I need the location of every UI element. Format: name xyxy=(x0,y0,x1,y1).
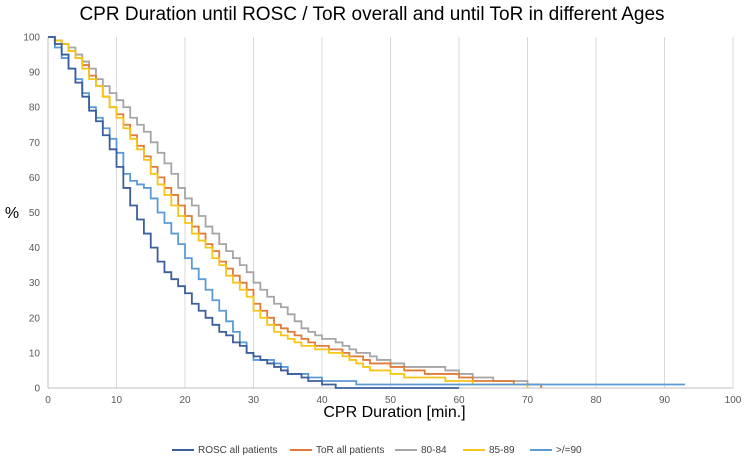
y-tick-label-60: 60 xyxy=(29,173,41,184)
x-tick-label-100: 100 xyxy=(725,395,742,406)
legend-label-4: >/=90 xyxy=(556,445,582,456)
series-line-0 xyxy=(48,36,459,389)
x-axis-title: CPR Duration [min.] xyxy=(323,404,465,421)
y-tick-label-80: 80 xyxy=(29,103,41,114)
y-tick-label-90: 90 xyxy=(29,68,41,79)
y-tick-label-70: 70 xyxy=(29,138,41,149)
y-tick-label-20: 20 xyxy=(29,313,41,324)
series-line-3 xyxy=(48,36,529,388)
legend-layer: ROSC all patients ToR all patients 80-84 85… xyxy=(172,445,582,456)
y-tick-label-50: 50 xyxy=(29,208,41,219)
series-line-1 xyxy=(48,36,543,388)
x-tick-label-20: 20 xyxy=(179,395,191,406)
x-tick-label-90: 90 xyxy=(659,395,671,406)
y-tick-label-100: 100 xyxy=(23,33,40,44)
x-tick-label-60: 60 xyxy=(453,395,465,406)
series-layer xyxy=(48,36,686,389)
x-tick-label-0: 0 xyxy=(45,395,51,406)
x-tick-label-70: 70 xyxy=(522,395,534,406)
chart-title: CPR Duration until ROSC / ToR overall an… xyxy=(79,4,665,25)
y-tick-label-30: 30 xyxy=(29,278,41,289)
y-tick-label-10: 10 xyxy=(29,348,41,359)
x-tick-label-50: 50 xyxy=(385,395,397,406)
x-tick-label-40: 40 xyxy=(316,395,328,406)
x-tick-label-30: 30 xyxy=(248,395,260,406)
grid-layer xyxy=(47,37,734,388)
y-axis-title: % xyxy=(5,205,19,222)
x-tick-label-10: 10 xyxy=(111,395,123,406)
axis-layer: 0 10 20 30 40 50 60 70 80 90 100 0 10 20 30 40 50 60 70 80 9… xyxy=(5,33,742,422)
x-tick-label-80: 80 xyxy=(590,395,602,406)
series-line-2 xyxy=(48,36,543,388)
legend-label-0: ROSC all patients xyxy=(198,445,277,456)
y-tick-label-0: 0 xyxy=(34,384,40,395)
legend-label-2: 80-84 xyxy=(421,445,447,456)
series-line-4 xyxy=(48,36,686,386)
legend-label-3: 85-89 xyxy=(489,445,515,456)
y-tick-label-40: 40 xyxy=(29,243,41,254)
legend-label-1: ToR all patients xyxy=(316,445,384,456)
